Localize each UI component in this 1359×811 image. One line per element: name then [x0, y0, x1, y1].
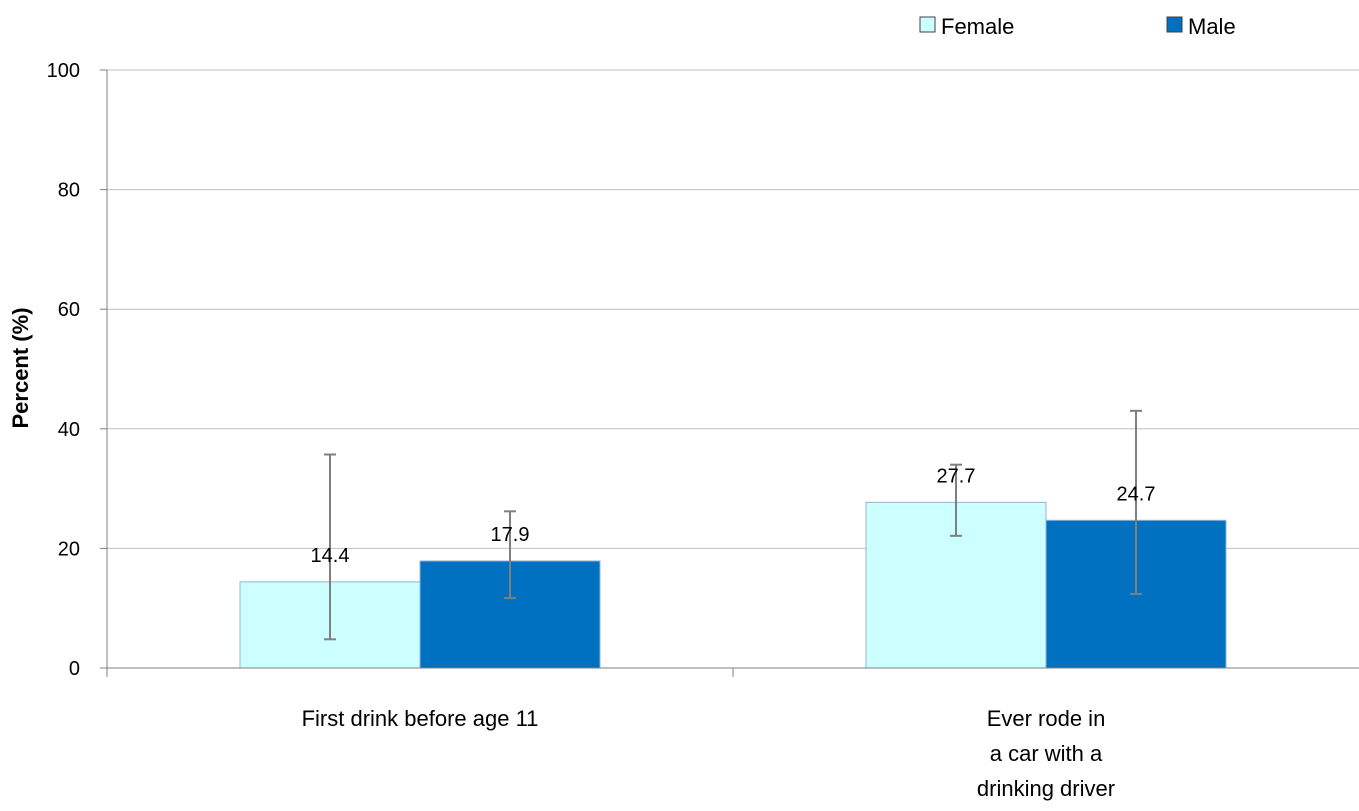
x-category-label: drinking driver — [977, 776, 1115, 801]
data-label: 27.7 — [937, 465, 976, 487]
x-category-label: First drink before age 11 — [302, 706, 539, 731]
data-label: 14.4 — [311, 545, 350, 567]
data-label: 24.7 — [1117, 483, 1156, 505]
y-tick-label: 0 — [69, 658, 80, 680]
legend-label-female: Female — [941, 14, 1014, 39]
error-bars — [324, 409, 1142, 641]
y-tick-label: 80 — [58, 180, 80, 202]
legend-label-male: Male — [1188, 14, 1236, 39]
y-axis-title: Percent (%) — [8, 307, 33, 428]
x-category-label: a car with a — [990, 741, 1103, 766]
bars — [239, 501, 1227, 669]
y-tick-label: 60 — [58, 299, 80, 321]
data-label: 17.9 — [491, 524, 530, 546]
legend: Female Male — [919, 14, 1236, 39]
data-labels: 14.4 17.9 27.7 24.7 — [311, 465, 1156, 567]
legend-swatch-female — [919, 16, 936, 33]
axes: 0 20 40 60 80 100 First drink before age 11 Eve… — [47, 60, 1359, 801]
legend-swatch-male — [1166, 16, 1183, 33]
y-tick-label: 20 — [58, 538, 80, 560]
y-tick-label: 100 — [47, 60, 80, 82]
y-tick-label: 40 — [58, 419, 80, 441]
x-category-label: Ever rode in — [987, 706, 1106, 731]
gridlines — [107, 69, 1359, 549]
